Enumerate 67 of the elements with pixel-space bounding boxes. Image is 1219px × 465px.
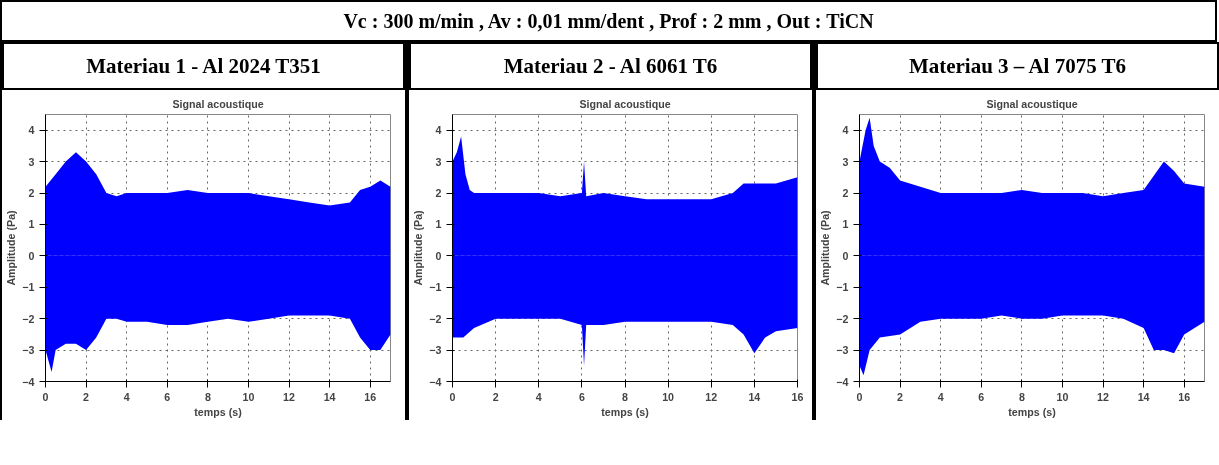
y-tick-label: 3 <box>28 155 35 168</box>
y-tick-label: −1 <box>836 281 849 294</box>
x-tick-label: 10 <box>1056 390 1069 403</box>
y-tick-label: −1 <box>429 281 442 294</box>
x-tick-label: 6 <box>978 390 985 403</box>
x-axis-title: temps (s) <box>601 405 650 418</box>
x-tick-label: 0 <box>42 390 49 403</box>
text: Vc : 300 m/min , Av : 0,01 mm/dent , Prof : 2 mm , Out : TiCN <box>343 8 874 34</box>
chart-title: Materiau 3 – Al 7075 T6 <box>908 53 1127 80</box>
x-tick-label: 16 <box>364 390 377 403</box>
x-tick-label: 6 <box>164 390 171 403</box>
y-axis-title: Amplitude (Pa) <box>412 209 425 286</box>
y-tick-label: 1 <box>28 218 35 231</box>
x-tick-label: 10 <box>242 390 255 403</box>
y-tick-label: 2 <box>28 187 35 200</box>
y-tick-label: −4 <box>22 375 35 388</box>
x-tick-label: 14 <box>1137 390 1150 403</box>
chart-title: Materiau 2 - Al 6061 T6 <box>503 53 718 80</box>
x-tick-label: 0 <box>449 390 456 403</box>
y-tick-label: 3 <box>842 155 849 168</box>
x-tick-label: 8 <box>1018 390 1025 403</box>
chart-subtitle: Signal acoustique <box>172 97 264 110</box>
y-tick-label: 0 <box>842 249 849 262</box>
x-axis-title: temps (s) <box>1008 405 1057 418</box>
chart-subtitle: Signal acoustique <box>579 97 671 110</box>
y-tick-label: 0 <box>435 249 442 262</box>
y-tick-label: 2 <box>842 187 849 200</box>
y-axis-title: Amplitude (Pa) <box>5 209 18 286</box>
x-tick-label: 2 <box>83 390 90 403</box>
y-tick-label: −1 <box>22 281 35 294</box>
x-tick-label: 12 <box>705 390 718 403</box>
y-tick-label: −2 <box>22 312 35 325</box>
x-tick-label: 4 <box>535 390 542 403</box>
x-tick-label: 14 <box>748 390 761 403</box>
chart-title: Materiau 1 - Al 2024 T351 <box>86 53 321 80</box>
y-tick-label: 1 <box>842 218 849 231</box>
x-tick-label: 12 <box>1097 390 1110 403</box>
x-tick-label: 6 <box>578 390 585 403</box>
y-tick-label: −4 <box>429 375 442 388</box>
y-tick-label: −3 <box>429 344 442 357</box>
x-tick-label: 2 <box>897 390 904 403</box>
x-tick-label: 4 <box>937 390 944 403</box>
y-tick-label: −3 <box>22 344 35 357</box>
x-tick-label: 16 <box>1178 390 1191 403</box>
y-tick-label: −4 <box>836 375 849 388</box>
x-tick-label: 10 <box>662 390 675 403</box>
x-tick-label: 14 <box>323 390 336 403</box>
y-tick-label: −3 <box>836 344 849 357</box>
y-tick-label: −2 <box>836 312 849 325</box>
y-tick-label: 1 <box>435 218 442 231</box>
y-tick-label: 0 <box>28 249 35 262</box>
chart-subtitle: Signal acoustique <box>986 97 1078 110</box>
y-tick-label: 4 <box>842 124 849 137</box>
y-tick-label: −2 <box>429 312 442 325</box>
x-tick-label: 0 <box>856 390 863 403</box>
y-axis-title: Amplitude (Pa) <box>819 209 832 286</box>
y-tick-label: 3 <box>435 155 442 168</box>
x-tick-label: 12 <box>283 390 296 403</box>
x-tick-label: 4 <box>123 390 130 403</box>
x-tick-label: 8 <box>204 390 211 403</box>
x-tick-label: 2 <box>492 390 499 403</box>
x-axis-title: temps (s) <box>194 405 243 418</box>
x-tick-label: 16 <box>791 390 804 403</box>
x-tick-label: 8 <box>622 390 629 403</box>
y-tick-label: 4 <box>28 124 35 137</box>
y-tick-label: 2 <box>435 187 442 200</box>
y-tick-label: 4 <box>435 124 442 137</box>
